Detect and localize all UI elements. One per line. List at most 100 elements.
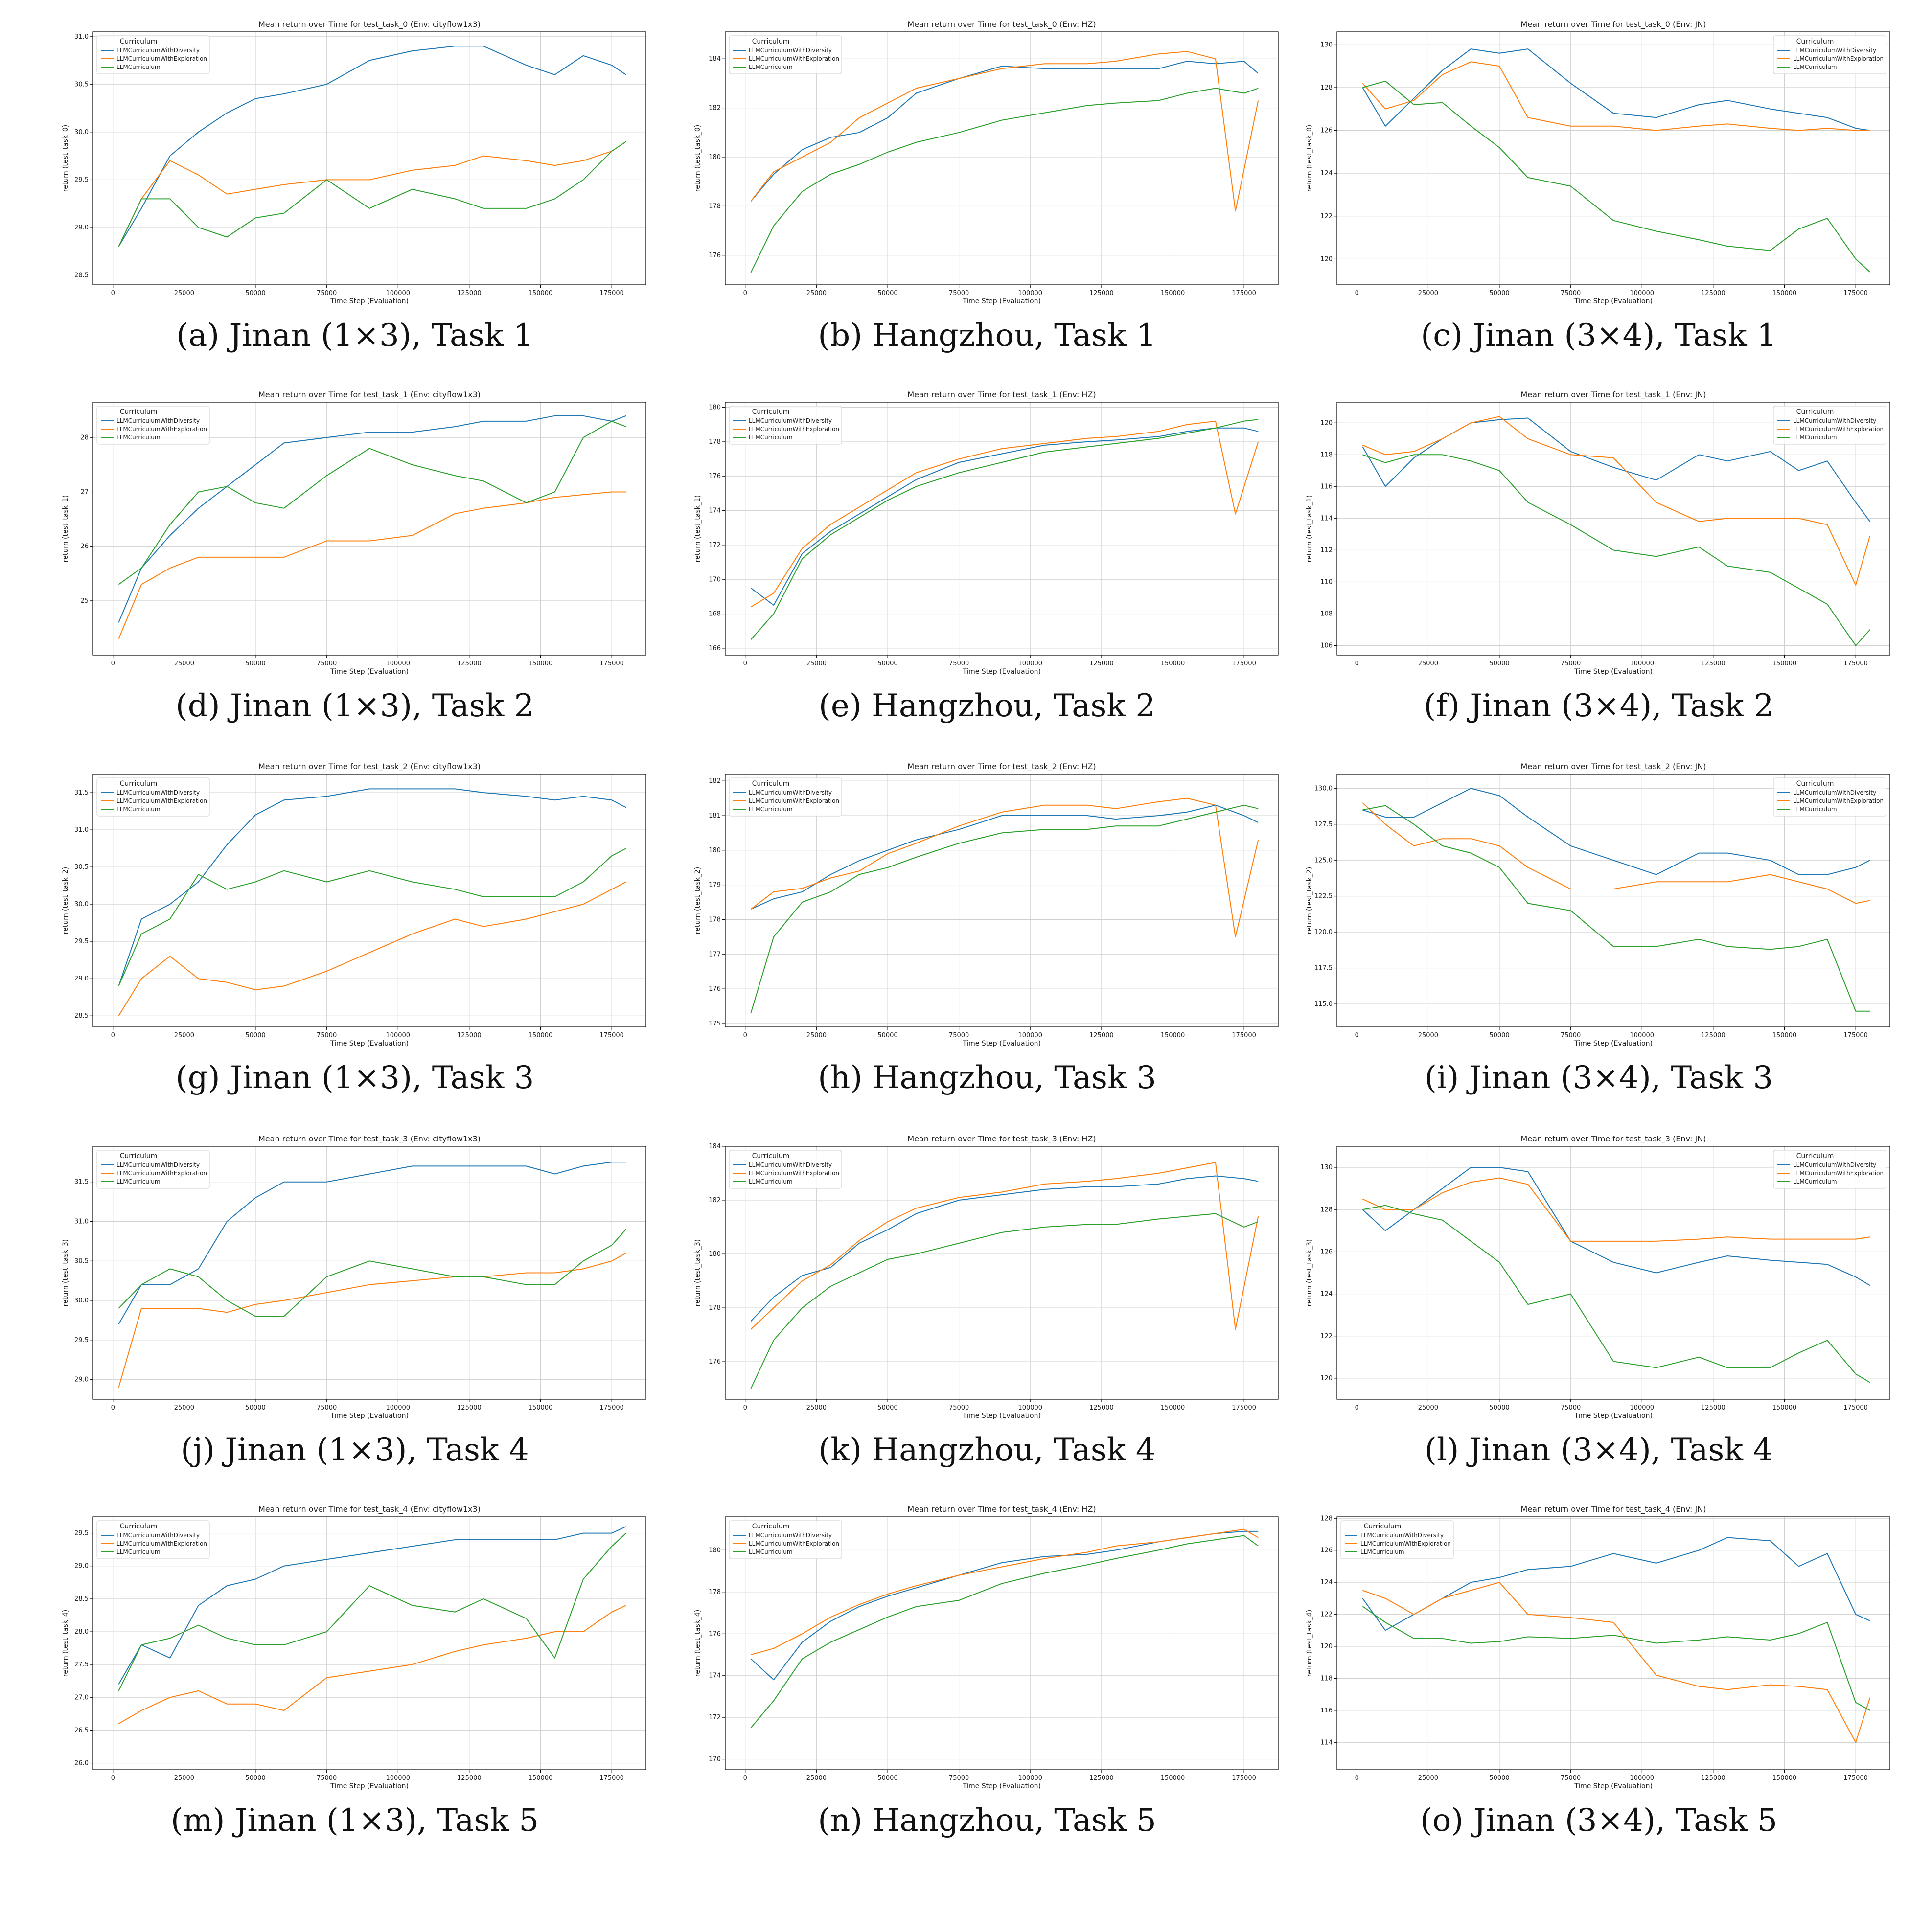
y-axis-label: return (test_task_3) [62,1239,69,1306]
chart-title: Mean return over Time for test_task_4 (E… [1521,1504,1706,1514]
y-tick-label: 130.0 [1314,785,1333,792]
series-line-2 [118,881,626,1016]
legend-label-3: LLMCurriculum [116,64,161,70]
legend-label-3: LLMCurriculum [749,64,793,70]
plot-frame [725,774,1279,1027]
x-tick-label: 25000 [1418,290,1438,297]
x-tick-label: 0 [743,1775,747,1782]
legend-title: Curriculum [1796,1152,1834,1160]
chart-panel-13: 0 25000 50000 75000 100000 125000 150000 175000… [62,1504,646,1839]
y-tick-label: 178 [709,1589,721,1596]
chart-title: Mean return over Time for test_task_4 (E… [258,1504,481,1514]
y-tick-label: 108 [1320,610,1333,617]
y-tick-label: 29.5 [74,176,89,183]
y-axis-label: return (test_task_0) [1306,125,1313,192]
x-tick-label: 75000 [949,1404,969,1412]
y-tick-label: 30.5 [74,864,89,871]
y-tick-label: 180 [709,404,721,411]
series-line-2 [750,420,1259,608]
y-tick-label: 178 [709,916,721,923]
x-tick-label: 150000 [529,660,553,667]
y-axis-label: return (test_task_1) [694,495,702,562]
y-tick-label: 125.0 [1314,857,1333,864]
legend-label-3: LLMCurriculum [1793,64,1837,70]
legend-label-2: LLMCurriculumWithExploration [116,426,207,433]
y-tick-label: 128 [1320,1515,1333,1522]
chart-panel-9: 0 25000 50000 75000 100000 125000 150000 175000… [1306,762,1890,1096]
y-tick-label: 174 [709,1672,721,1680]
legend-label-2: LLMCurriculumWithExploration [1360,1540,1451,1547]
chart-panel-14: 0 25000 50000 75000 100000 125000 150000 175000… [694,1504,1279,1839]
x-tick-label: 175000 [599,1032,624,1039]
subfigure-caption: (f) Jinan (3×4), Task 2 [1424,688,1773,724]
y-tick-label: 178 [709,438,721,446]
x-tick-label: 100000 [386,1032,410,1039]
x-tick-label: 100000 [386,1404,410,1412]
legend-label-2: LLMCurriculumWithExploration [749,55,839,62]
series-line-1 [750,427,1259,606]
x-tick-label: 25000 [1418,1775,1438,1782]
y-tick-label: 120.0 [1314,929,1333,936]
x-tick-label: 50000 [877,1032,897,1039]
legend-label-2: LLMCurriculumWithExploration [749,426,839,433]
series-line-3 [1362,1205,1870,1383]
y-tick-label: 122.5 [1314,893,1333,900]
x-tick-label: 0 [111,1404,115,1412]
chart-title: Mean return over Time for test_task_3 (E… [258,1134,481,1144]
series-line-3 [1362,805,1870,1012]
chart-title: Mean return over Time for test_task_1 (E… [907,390,1096,400]
x-tick-label: 150000 [1161,1775,1185,1782]
series-line-3 [118,848,626,986]
x-tick-label: 50000 [1489,1404,1509,1412]
legend-label-2: LLMCurriculumWithExploration [116,55,207,62]
y-tick-label: 180 [709,1547,721,1554]
y-tick-label: 120 [1320,1375,1333,1382]
legend-title: Curriculum [1796,38,1834,46]
legend-label-2: LLMCurriculumWithExploration [116,1540,207,1547]
legend-label-1: LLMCurriculumWithDiversity [749,47,832,54]
legend-label-2: LLMCurriculumWithExploration [116,798,207,804]
x-tick-label: 175000 [1232,660,1256,667]
plot-frame [92,1146,646,1400]
x-tick-label: 75000 [1561,290,1581,297]
x-tick-label: 150000 [529,1775,553,1782]
plot-frame [1336,1516,1890,1770]
subfigure-caption: (m) Jinan (1×3), Task 5 [171,1802,539,1839]
y-tick-label: 31.0 [74,826,89,834]
y-tick-label: 122 [1320,1611,1333,1618]
y-tick-label: 166 [709,645,721,652]
x-tick-label: 175000 [599,1775,624,1782]
y-tick-label: 124 [1320,1579,1333,1586]
y-tick-label: 120 [1320,419,1333,427]
series-line-2 [118,141,626,247]
series-line-1 [750,804,1259,910]
x-tick-label: 125000 [1701,660,1725,667]
legend-label-1: LLMCurriculumWithDiversity [749,789,832,796]
plot-frame [1336,31,1890,285]
x-tick-label: 125000 [457,290,482,297]
x-tick-label: 75000 [317,290,337,297]
x-tick-label: 100000 [1630,1775,1654,1782]
x-tick-label: 75000 [949,1032,969,1039]
series-line-3 [750,1213,1259,1389]
x-tick-label: 25000 [1418,660,1438,667]
x-tick-label: 75000 [949,660,969,667]
subfigure-caption: (n) Hangzhou, Task 5 [818,1802,1156,1839]
legend-box [729,35,842,74]
series-line-3 [118,141,626,247]
series-line-2 [118,1253,626,1388]
plot-frame [92,774,646,1027]
x-tick-label: 25000 [174,1775,194,1782]
x-tick-label: 50000 [245,1775,265,1782]
subfigure-caption: (l) Jinan (3×4), Task 4 [1425,1432,1773,1468]
x-tick-label: 0 [111,1032,115,1039]
x-tick-label: 50000 [877,290,897,297]
x-tick-label: 75000 [317,1404,337,1412]
chart-panel-11: 0 25000 50000 75000 100000 125000 150000 175000… [694,1134,1279,1468]
chart-panel-5: 0 25000 50000 75000 100000 125000 150000 175000… [694,390,1279,724]
x-tick-label: 75000 [317,1775,337,1782]
y-tick-label: 27 [80,488,89,496]
series-line-3 [1362,1606,1870,1711]
subfigure-caption: (a) Jinan (1×3), Task 1 [176,318,533,354]
